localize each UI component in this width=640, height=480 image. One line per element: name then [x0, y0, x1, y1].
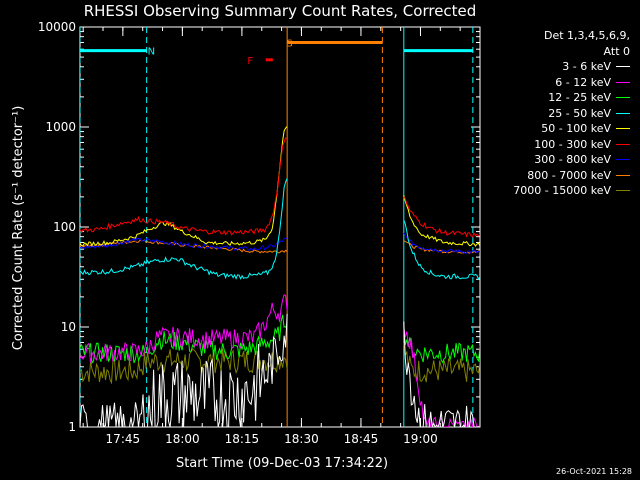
y-tick-label: 100	[53, 220, 76, 234]
timestamp: 26-Oct-2021 15:28	[556, 467, 632, 476]
legend-swatch	[616, 112, 630, 114]
legend-item: 7000 - 15000 keV	[513, 183, 630, 199]
legend-item: 25 - 50 keV	[513, 106, 630, 122]
legend-label: 100 - 300 keV	[534, 137, 611, 151]
legend-header-line-1: Det 1,3,4,5,6,9,	[543, 29, 630, 42]
flag-label-F: F	[247, 56, 253, 67]
flag-label-S: S	[286, 38, 292, 49]
y-tick-label: 10000	[38, 20, 76, 34]
y-tick-label: 1	[68, 420, 76, 434]
legend-label: 800 - 7000 keV	[527, 168, 611, 182]
legend-label: 50 - 100 keV	[541, 122, 611, 135]
series-line-7	[80, 239, 480, 254]
legend-swatch	[616, 66, 630, 68]
series-line-2	[80, 314, 480, 365]
legend-label: 6 - 12 keV	[555, 75, 611, 89]
series-line-1	[80, 294, 480, 427]
series-line-4	[80, 126, 480, 247]
series-line-3	[80, 178, 480, 280]
legend-item: 12 - 25 keV	[513, 90, 630, 106]
series-line-5	[80, 136, 480, 238]
plot-area: 17:45 18:00 18:15 18:30 18:45 19:00 1 10 100 1000…	[38, 20, 481, 446]
legend-label: 12 - 25 keV	[548, 91, 611, 104]
legend-swatch	[616, 97, 630, 99]
series-line-0	[80, 313, 480, 427]
x-tick-label: 19:00	[403, 432, 438, 446]
x-tick-label: 18:30	[284, 432, 319, 446]
legend-swatch	[616, 143, 630, 145]
x-tick-label: 18:15	[225, 432, 260, 446]
x-tick-label: 18:45	[344, 432, 379, 446]
y-tick-label: 1000	[45, 120, 76, 134]
chart-title: RHESSI Observing Summary Count Rates, Co…	[84, 2, 477, 20]
legend-swatch	[616, 81, 630, 83]
legend-item: 800 - 7000 keV	[513, 168, 630, 184]
x-tick-label: 17:45	[106, 432, 141, 446]
legend-item: 6 - 12 keV	[513, 75, 630, 91]
series-line-6	[80, 232, 480, 254]
data-layer	[80, 27, 480, 427]
legend-item: 50 - 100 keV	[513, 121, 630, 137]
legend-label: 3 - 6 keV	[562, 60, 611, 73]
y-tick-label: 10	[61, 320, 76, 334]
legend-swatch	[616, 159, 630, 161]
y-axis-label: Corrected Count Rate (s⁻¹ detector⁻¹)	[11, 106, 26, 351]
x-axis-label: Start Time (09-Dec-03 17:34:22)	[176, 456, 388, 471]
legend: Det 1,3,4,5,6,9, Att 0 3 - 6 keV 6 - 12 …	[513, 28, 630, 199]
legend-item: 100 - 300 keV	[513, 137, 630, 153]
legend-label: 7000 - 15000 keV	[513, 184, 611, 197]
legend-swatch	[616, 174, 630, 176]
legend-item: 300 - 800 keV	[513, 152, 630, 168]
legend-label: 25 - 50 keV	[548, 106, 611, 120]
legend-item: 3 - 6 keV	[513, 59, 630, 75]
series-line-8	[80, 342, 480, 385]
legend-label: 300 - 800 keV	[534, 153, 611, 166]
flag-label-N: N	[148, 47, 155, 58]
x-tick-label: 18:00	[165, 432, 200, 446]
legend-swatch	[616, 190, 630, 192]
legend-header-line-2: Att 0	[603, 44, 630, 58]
legend-swatch	[616, 128, 630, 130]
